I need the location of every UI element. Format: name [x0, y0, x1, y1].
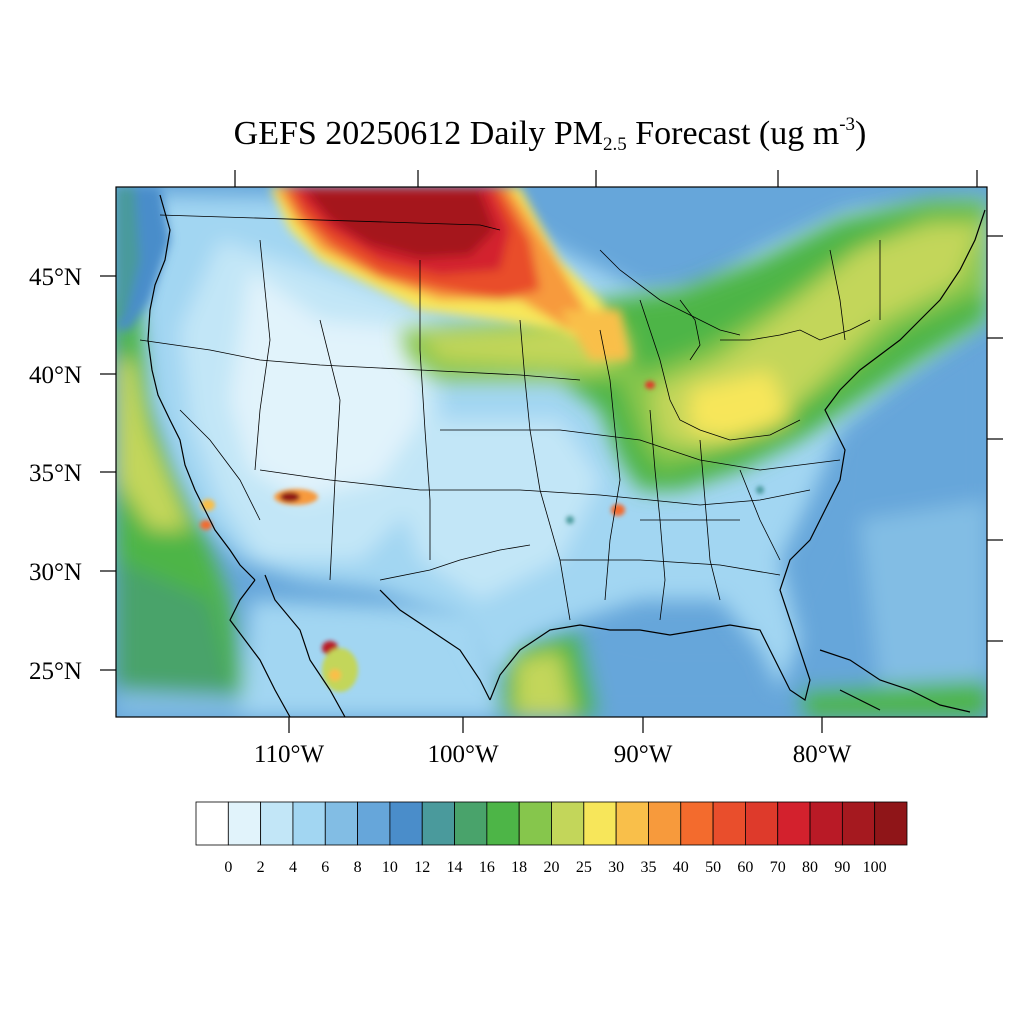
colorbar-swatch-7	[421, 801, 455, 846]
colorbar-swatch-8	[454, 801, 488, 846]
colorbar-swatch-16	[712, 801, 746, 846]
lat-label-30n: 30°N	[29, 559, 82, 586]
colorbar-swatch-21	[874, 801, 908, 846]
colorbar-swatch-6	[389, 801, 423, 846]
colorbar-swatch-12	[583, 801, 617, 846]
lon-label-100w: 100°W	[427, 741, 498, 768]
colorbar-label-16: 16	[479, 859, 495, 876]
colorbar-swatch-15	[680, 801, 714, 846]
colorbar-label-40: 40	[673, 859, 689, 876]
colorbar-label-14: 14	[447, 859, 463, 876]
colorbar-label-70: 70	[770, 859, 786, 876]
lat-label-25n: 25°N	[29, 658, 82, 685]
colorbar-label-18: 18	[511, 859, 527, 876]
concentration-field	[116, 187, 987, 717]
colorbar-label-6: 6	[321, 859, 329, 876]
colorbar-swatch-11	[551, 801, 585, 846]
colorbar-swatch-14	[648, 801, 682, 846]
title-middle: Forecast (ug m	[626, 115, 840, 152]
state-borders	[139, 214, 881, 621]
lon-label-80w: 80°W	[793, 741, 852, 768]
colorbar-label-25: 25	[576, 859, 592, 876]
colorbar-label-4: 4	[289, 859, 297, 876]
colorbar	[195, 801, 908, 846]
colorbar-label-8: 8	[354, 859, 362, 876]
colorbar-label-50: 50	[705, 859, 721, 876]
colorbar-swatch-19	[809, 801, 843, 846]
colorbar-label-2: 2	[257, 859, 265, 876]
title-suffix: )	[855, 115, 867, 152]
colorbar-label-60: 60	[737, 859, 753, 876]
colorbar-label-20: 20	[544, 859, 560, 876]
colorbar-swatch-3	[292, 801, 326, 846]
colorbar-label-90: 90	[834, 859, 850, 876]
colorbar-swatch-17	[745, 801, 779, 846]
colorbar-label-35: 35	[640, 859, 656, 876]
lat-label-35n: 35°N	[29, 460, 82, 487]
lat-label-40n: 40°N	[29, 362, 82, 389]
axis-ticks	[100, 170, 1003, 733]
title-superscript: -3	[839, 114, 856, 135]
colorbar-label-30: 30	[608, 859, 624, 876]
title-prefix: GEFS 20250612 Daily PM	[233, 115, 603, 152]
colorbar-swatch-4	[324, 801, 358, 846]
map-frame	[115, 186, 988, 718]
colorbar-label-10: 10	[382, 859, 398, 876]
lon-label-90w: 90°W	[614, 741, 673, 768]
lon-label-110w: 110°W	[254, 741, 325, 768]
colorbar-swatch-9	[486, 801, 520, 846]
colorbar-swatch-1	[227, 801, 262, 846]
colorbar-swatch-18	[777, 801, 811, 846]
colorbar-swatch-5	[357, 801, 391, 846]
colorbar-swatch-20	[841, 801, 876, 846]
coastlines	[147, 194, 986, 717]
title-subscript: 2.5	[602, 134, 627, 155]
colorbar-label-0: 0	[224, 859, 232, 876]
colorbar-labels: 0 2 4 6 8 10 12 14 16 18 20 25 30 35 40 50 60 70 80 90 100	[224, 859, 886, 876]
colorbar-swatch-13	[615, 801, 649, 846]
colorbar-label-12: 12	[414, 859, 430, 876]
colorbar-swatch-10	[518, 801, 552, 846]
lat-label-45n: 45°N	[29, 264, 82, 291]
colorbar-swatch-0	[195, 801, 229, 846]
colorbar-label-80: 80	[802, 859, 818, 876]
colorbar-label-100: 100	[863, 859, 887, 876]
colorbar-swatch-2	[260, 801, 294, 846]
map-title: GEFS 20250612 Daily PM2.5 Forecast (ug m…	[0, 114, 1024, 156]
